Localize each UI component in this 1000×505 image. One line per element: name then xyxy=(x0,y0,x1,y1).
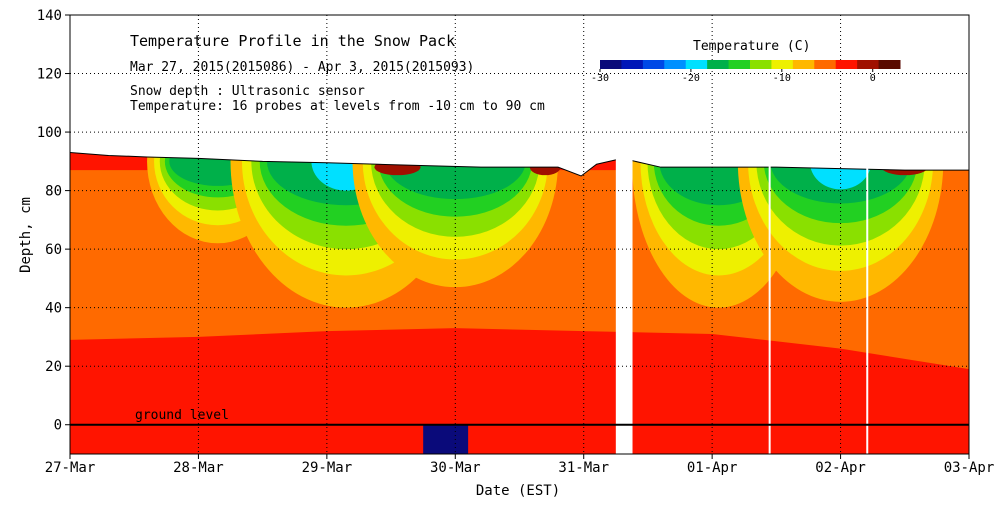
colorbar-swatch xyxy=(600,60,622,69)
note-snow-depth: Snow depth : Ultrasonic sensor xyxy=(130,84,365,99)
colorbar-swatch xyxy=(685,60,708,69)
colorbar-swatch xyxy=(878,60,901,69)
x-tick-label: 02-Apr xyxy=(815,460,866,476)
colorbar-swatch xyxy=(814,60,837,69)
ground-level-label: ground level xyxy=(135,408,229,423)
y-tick-label: 40 xyxy=(45,301,62,317)
y-tick-label: 20 xyxy=(45,359,62,375)
snow-depth-line xyxy=(70,152,969,177)
colorbar-tick-label: -30 xyxy=(591,73,609,84)
x-tick-label: 31-Mar xyxy=(558,460,609,476)
colorbar-swatches xyxy=(600,60,901,69)
colorbar-tick-label: -10 xyxy=(773,73,791,84)
colorbar-swatch xyxy=(835,60,858,69)
x-tick-label: 28-Mar xyxy=(173,460,224,476)
colorbar-swatch xyxy=(792,60,815,69)
grid-lines xyxy=(70,15,969,454)
colorbar-tick-label: -20 xyxy=(682,73,700,84)
axes: 27-Mar 28-Mar 29-Mar 30-Mar 31-Mar 01-Apr 02-A… xyxy=(37,8,995,476)
colorbar-title: Temperature (C) xyxy=(693,39,810,54)
y-tick-label: 0 xyxy=(54,418,62,434)
y-tick-label: 80 xyxy=(45,184,62,200)
x-tick-label: 01-Apr xyxy=(687,460,738,476)
y-tick-label: 140 xyxy=(37,8,62,24)
y-axis-title: Depth, cm xyxy=(18,197,34,273)
x-tick-label: 29-Mar xyxy=(302,460,353,476)
colorbar-tick-label: 0 xyxy=(870,73,876,84)
chart-subtitle: Mar 27, 2015(2015086) - Apr 3, 2015(2015… xyxy=(130,60,474,75)
heatmap-layer xyxy=(70,15,969,454)
data-gap-2 xyxy=(768,15,771,454)
y-tick-label: 60 xyxy=(45,242,62,258)
colorbar-swatch xyxy=(750,60,772,69)
colorbar-swatch xyxy=(642,60,665,69)
plot-frame xyxy=(69,14,970,455)
above-snow-clear xyxy=(70,15,969,176)
colorbar-swatch xyxy=(728,60,751,69)
data-gap-3 xyxy=(866,15,869,454)
colorbar-ticks: -30 -20 -10 0 xyxy=(591,69,876,84)
x-tick-label: 30-Mar xyxy=(430,460,481,476)
ground-cold-anomaly xyxy=(423,424,469,454)
data-gap-1 xyxy=(615,15,633,454)
y-tick-label: 120 xyxy=(37,67,62,83)
colorbar-swatch xyxy=(664,60,687,69)
y-tick-label: 100 xyxy=(37,125,62,141)
colorbar-swatch xyxy=(857,60,880,69)
colorbar: Temperature (C) -30 -20 -10 0 xyxy=(591,39,901,84)
x-axis-title: Date (EST) xyxy=(476,483,560,499)
chart-title: Temperature Profile in the Snow Pack xyxy=(130,32,455,50)
note-temperature: Temperature: 16 probes at levels from -1… xyxy=(130,99,545,114)
colorbar-swatch xyxy=(621,60,644,69)
colorbar-swatch xyxy=(771,60,794,69)
x-tick-label: 27-Mar xyxy=(45,460,96,476)
colorbar-swatch xyxy=(707,60,730,69)
x-tick-label: 03-Apr xyxy=(944,460,995,476)
